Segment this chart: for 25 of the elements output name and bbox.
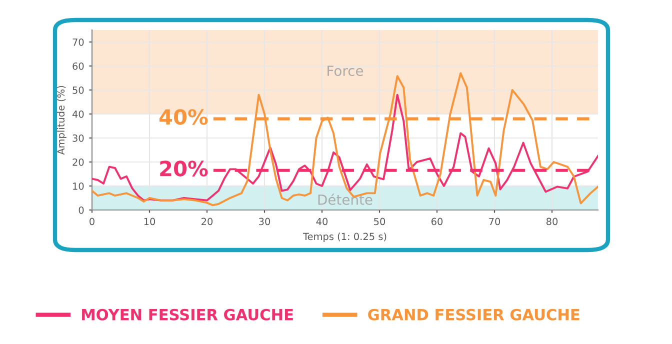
y-tick-label: 0 — [78, 206, 84, 214]
legend-label: GRAND FESSIER GAUCHE — [368, 308, 580, 320]
x-tick-label: 50 — [374, 218, 386, 226]
band-label: Détente — [318, 194, 372, 205]
x-tick-label: 0 — [90, 218, 94, 226]
band-label: Force — [328, 66, 364, 76]
x-tick-label: 30 — [259, 218, 270, 226]
y-axis-title: Amplitude (%) — [57, 86, 66, 155]
annotation: 20% — [160, 160, 208, 176]
y-tick-label: 40 — [72, 110, 84, 118]
x-axis-title: Temps (1: 0.25 s) — [302, 232, 386, 242]
y-tick-label: 50 — [72, 86, 84, 94]
x-tick-label: 60 — [431, 218, 443, 226]
y-tick-label: 60 — [72, 62, 84, 70]
x-tick-label: 80 — [546, 218, 558, 226]
annotation: 40% — [159, 109, 208, 125]
y-tick-label: 20 — [72, 158, 84, 166]
legend-label: MOYEN FESSIER GAUCHE — [82, 308, 293, 320]
y-tick-label: 30 — [72, 134, 84, 142]
x-tick-label: 20 — [202, 218, 213, 226]
x-tick-label: 10 — [144, 218, 156, 226]
x-tick-label: 40 — [316, 218, 328, 226]
y-tick-label: 10 — [73, 182, 84, 190]
y-tick-label: 70 — [72, 38, 84, 46]
x-tick-label: 70 — [489, 218, 500, 226]
